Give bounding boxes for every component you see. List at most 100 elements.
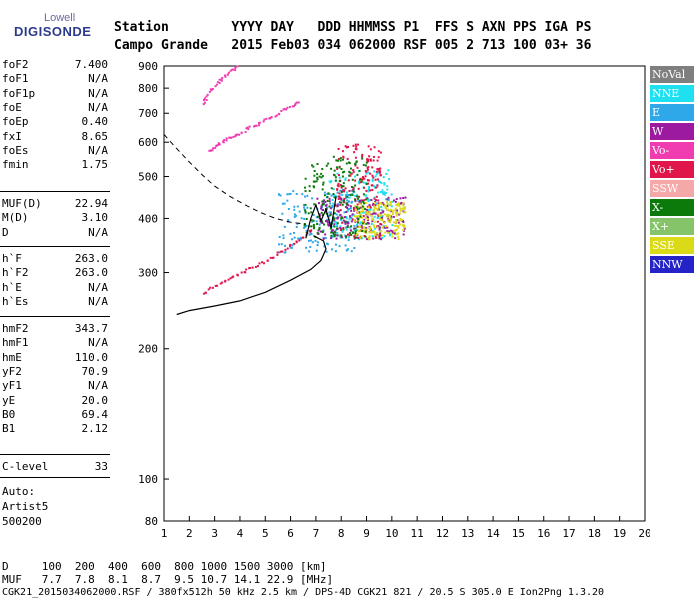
echo-point: [298, 210, 301, 213]
echo-point: [390, 215, 393, 218]
trace-point: [234, 69, 237, 72]
echo-point: [354, 162, 357, 165]
echo-point: [369, 159, 372, 162]
param-name: hmF1: [2, 336, 29, 350]
echo-point: [350, 220, 353, 223]
echo-point: [339, 225, 342, 228]
echo-point: [368, 155, 371, 158]
echo-point: [282, 237, 285, 240]
trace-point: [249, 266, 252, 269]
virtual-height-line: [305, 196, 337, 239]
echo-point: [374, 235, 377, 238]
echo-point: [365, 161, 368, 164]
echo-point: [348, 196, 351, 199]
trace-point: [232, 275, 235, 278]
echo-point: [349, 215, 352, 218]
echo-point: [303, 217, 306, 220]
echo-point: [330, 231, 333, 234]
param-row: D N/A: [2, 226, 108, 241]
echo-point: [322, 237, 325, 240]
echo-point: [332, 193, 335, 196]
echo-point: [310, 219, 313, 222]
echo-point: [336, 224, 339, 227]
echo-point: [335, 213, 338, 216]
echo-point: [354, 156, 357, 159]
echo-point: [379, 212, 382, 215]
echo-point: [341, 221, 344, 224]
echo-point: [335, 221, 338, 224]
echo-point: [331, 206, 334, 209]
echo-point: [354, 198, 357, 201]
echo-point: [337, 197, 340, 200]
echo-point: [312, 180, 315, 183]
echo-point: [386, 188, 389, 191]
echo-point: [392, 215, 395, 218]
echo-point: [344, 220, 347, 223]
echo-point: [357, 143, 360, 146]
echo-point: [339, 209, 342, 212]
echo-point: [281, 202, 284, 205]
echo-point: [338, 166, 341, 169]
echo-point: [330, 234, 333, 237]
trace-point: [218, 78, 221, 81]
echo-point: [304, 209, 307, 212]
echo-point: [345, 217, 348, 220]
echo-point: [399, 202, 402, 205]
echo-point: [320, 220, 323, 223]
echo-point: [341, 158, 344, 161]
echo-point: [372, 212, 375, 215]
echo-point: [375, 195, 378, 198]
echo-point: [380, 214, 383, 217]
trace-point: [263, 118, 266, 121]
echo-point: [354, 147, 357, 150]
echo-point: [346, 210, 349, 213]
trace-point: [206, 93, 209, 96]
echo-point: [322, 229, 325, 232]
echo-point: [364, 195, 367, 198]
echo-point: [278, 243, 281, 246]
trace-point: [216, 81, 219, 84]
echo-point: [323, 191, 326, 194]
echo-point: [384, 205, 387, 208]
echo-point: [394, 200, 397, 203]
trace-point: [310, 229, 313, 232]
echo-point: [325, 220, 328, 223]
echo-point: [315, 180, 318, 183]
trace-point: [283, 107, 286, 110]
echo-point: [359, 215, 362, 218]
echo-point: [316, 244, 319, 247]
echo-point: [323, 245, 326, 248]
trace-point: [208, 149, 211, 152]
echo-point: [381, 234, 384, 237]
legend-item: SSW: [650, 180, 694, 197]
trace-point: [294, 103, 297, 106]
echo-point: [360, 235, 363, 238]
param-row: yF1 N/A: [2, 379, 108, 394]
trace-point: [295, 101, 298, 104]
param-name: h`E: [2, 280, 22, 294]
trace-point: [221, 281, 224, 284]
echo-point: [361, 211, 364, 214]
param-row: hmF1 N/A: [2, 336, 108, 351]
echo-point: [369, 158, 372, 161]
param-value: 33: [94, 460, 108, 473]
echo-point: [321, 175, 324, 178]
echo-point: [357, 187, 360, 190]
trace-point: [244, 271, 247, 274]
echo-point: [381, 236, 384, 239]
echo-point: [365, 202, 368, 205]
echo-point: [403, 207, 406, 210]
param-name: hmF2: [2, 322, 29, 335]
echo-point: [341, 199, 344, 202]
trace-point: [214, 284, 217, 287]
echo-point: [355, 215, 358, 218]
echo-point: [374, 204, 377, 207]
echo-point: [375, 199, 378, 202]
trace-point: [234, 135, 237, 138]
echo-point: [374, 186, 377, 189]
echo-point: [381, 219, 384, 222]
echo-point: [354, 206, 357, 209]
legend-item: Vo-: [650, 142, 694, 159]
echo-point: [374, 232, 377, 235]
echo-point: [402, 202, 405, 205]
